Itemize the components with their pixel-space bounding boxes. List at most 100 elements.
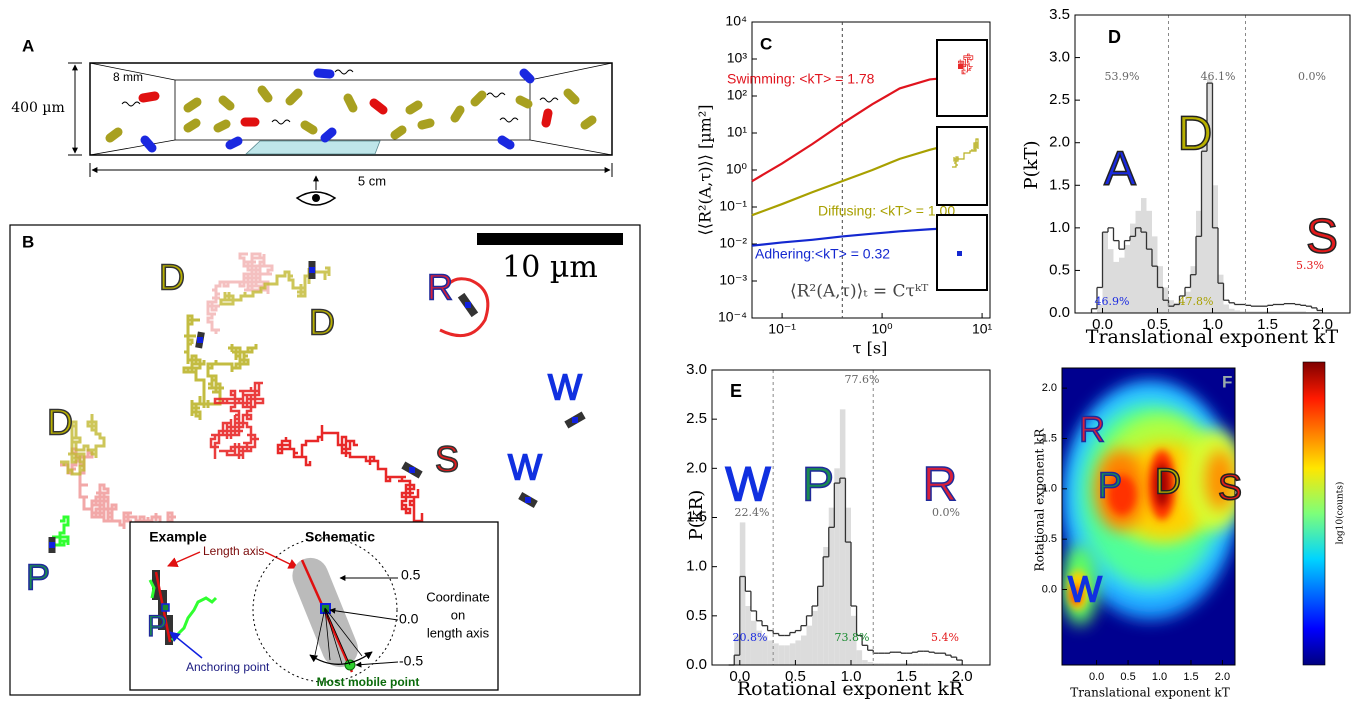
chamber-inner bbox=[174, 79, 531, 141]
coordinate-note: Coordinate bbox=[426, 589, 490, 604]
y-tick-label: 0.0 bbox=[1049, 304, 1070, 321]
bacterium bbox=[257, 85, 273, 103]
bacterium bbox=[497, 135, 515, 150]
x-axis-label: Translational exponent kT bbox=[1086, 326, 1339, 348]
hist-bar bbox=[912, 663, 918, 665]
bacterium bbox=[320, 127, 337, 143]
state-percent: 5.3% bbox=[1296, 259, 1324, 272]
state-percent: 5.4% bbox=[931, 631, 959, 644]
y-tick-label: 0.5 bbox=[1042, 533, 1057, 545]
y-tick-label: 2.0 bbox=[1049, 134, 1070, 151]
state-label: D bbox=[309, 302, 335, 343]
density-blob bbox=[1205, 450, 1235, 510]
hist-bar bbox=[784, 645, 790, 665]
hist-bar bbox=[1229, 308, 1235, 313]
y-tick-label: 3.5 bbox=[1049, 6, 1070, 23]
hist-bar bbox=[828, 507, 835, 665]
bacterium bbox=[580, 115, 597, 130]
anchor bbox=[958, 64, 963, 69]
x-tick-label: 0.5 bbox=[785, 668, 806, 685]
panel-label: F bbox=[1222, 372, 1232, 391]
state-label: P bbox=[147, 610, 167, 643]
y-tick-label: 10³ bbox=[727, 50, 748, 66]
hist-bar bbox=[800, 635, 807, 665]
state-label: R bbox=[923, 459, 958, 512]
pupil bbox=[312, 194, 320, 202]
hist-bar bbox=[1201, 142, 1207, 313]
bacterium bbox=[140, 135, 157, 153]
y-tick-label: 1.5 bbox=[686, 508, 707, 525]
hist-bar bbox=[739, 522, 746, 665]
axis-tick: 0.0 bbox=[399, 611, 419, 627]
hist-bar bbox=[956, 663, 963, 665]
hist-bar bbox=[767, 640, 774, 665]
reach-circle bbox=[252, 537, 398, 683]
hist-bar bbox=[1102, 232, 1108, 313]
y-tick-label: 2.5 bbox=[686, 410, 707, 427]
hist-bar bbox=[789, 643, 796, 665]
hist-bar bbox=[901, 663, 907, 665]
x-tick-label: 10¹ bbox=[972, 321, 993, 337]
hist-bar bbox=[1278, 311, 1284, 313]
y-tick-label: 10⁻⁴ bbox=[718, 309, 747, 325]
formula: ⟨R²(A,τ)⟩ₜ = Cτᵏᵀ bbox=[790, 282, 929, 302]
x-tick-label: 0.5 bbox=[1120, 671, 1135, 683]
pointer bbox=[329, 607, 399, 621]
hist-bar bbox=[845, 507, 851, 665]
inset-frame bbox=[936, 39, 988, 117]
hist-bar bbox=[823, 547, 829, 665]
trajectories bbox=[48, 252, 586, 561]
bacterium bbox=[313, 68, 335, 79]
density-blob bbox=[1155, 463, 1169, 507]
y-tick-label: 10⁻² bbox=[719, 235, 747, 251]
hist-bar bbox=[1284, 311, 1290, 313]
region-percent: 0.0% bbox=[932, 506, 960, 519]
hist-bar bbox=[762, 635, 768, 665]
y-axis-label: P(kT) bbox=[1021, 140, 1042, 189]
bacterium bbox=[519, 68, 535, 84]
hist-bar bbox=[1130, 223, 1136, 313]
hist-bar bbox=[756, 630, 763, 665]
state-label: P bbox=[26, 557, 50, 598]
hist-bar bbox=[1097, 304, 1103, 313]
coordinate-note: length axis bbox=[427, 625, 490, 640]
hist-bar bbox=[923, 663, 929, 665]
pointer bbox=[355, 661, 399, 668]
anchor bbox=[49, 542, 55, 548]
bacterium bbox=[213, 119, 231, 133]
panel-a: A 400 µm 8 mm 5 cm bbox=[11, 36, 613, 206]
state-label: P bbox=[1098, 465, 1122, 506]
x-axis-label: τ [s] bbox=[853, 339, 888, 358]
hist-bar bbox=[1135, 210, 1141, 313]
state-label: P bbox=[802, 459, 834, 512]
state-label: S bbox=[1218, 467, 1242, 508]
plot-frame bbox=[1061, 367, 1236, 666]
x-tick-label: 2.0 bbox=[1215, 671, 1230, 683]
hist-bar bbox=[1245, 311, 1251, 313]
x-tick-label: 10⁻¹ bbox=[768, 321, 796, 337]
trajectory-insets bbox=[936, 39, 988, 291]
state-percent: 20.8% bbox=[733, 631, 768, 644]
reach-lines bbox=[314, 607, 363, 666]
x-tick-label: 2.0 bbox=[1312, 316, 1333, 333]
flagellum bbox=[121, 101, 141, 107]
bacterium bbox=[417, 118, 435, 130]
hist-bar bbox=[1267, 311, 1273, 313]
y-tick-label: 1.0 bbox=[1049, 219, 1070, 236]
trajectory bbox=[439, 277, 490, 338]
hist-bar bbox=[773, 643, 779, 665]
hist-bar bbox=[1124, 244, 1130, 313]
state-label: D bbox=[47, 402, 73, 443]
hist-bar bbox=[745, 606, 751, 665]
region-percent: 46.1% bbox=[1201, 70, 1236, 83]
hist-bar bbox=[951, 663, 957, 665]
hist-bar bbox=[734, 635, 740, 665]
flagellum bbox=[334, 69, 354, 75]
hist-bar bbox=[939, 663, 946, 665]
density-blob bbox=[1108, 475, 1136, 515]
series-annotation: Swimming: <kT> = 1.78 bbox=[727, 71, 875, 87]
region-percent: 77.6% bbox=[845, 373, 880, 386]
state-label: D bbox=[1178, 108, 1213, 161]
axis-note: Length axis bbox=[203, 544, 264, 558]
x-tick-label: 1.0 bbox=[841, 668, 862, 685]
